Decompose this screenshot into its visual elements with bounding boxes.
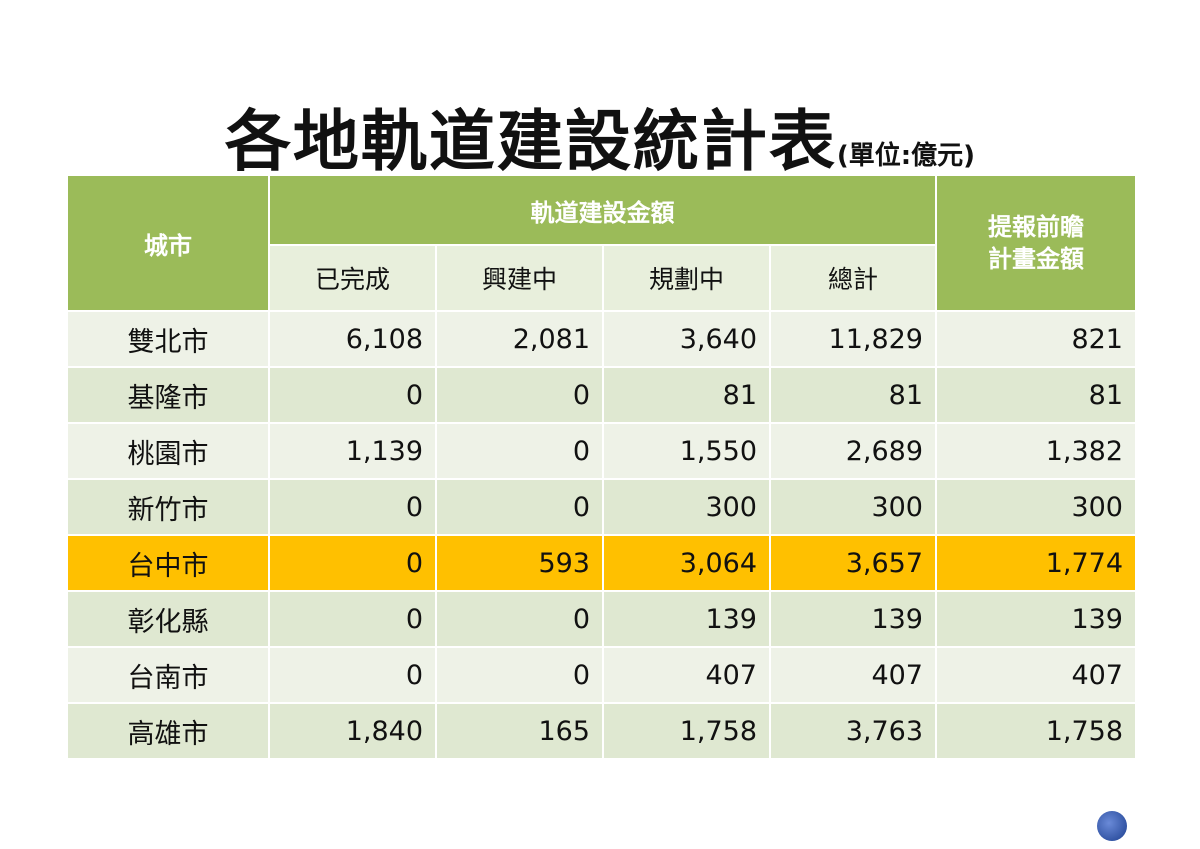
city-cell: 雙北市 [66,310,270,368]
value-cell: 1,382 [935,422,1137,480]
value-cell: 165 [435,702,604,760]
unit-label: (單位:億元) [836,141,976,171]
value-cell: 407 [602,646,771,704]
subheader-3: 總計 [769,244,937,312]
value-cell: 0 [268,646,437,704]
header-proposal-amount: 提報前瞻 計畫金額 [935,174,1137,312]
value-cell: 1,758 [935,702,1137,760]
table-row: 台中市 0 593 3,064 3,657 1,774 [66,534,1137,592]
value-cell: 81 [769,366,937,424]
logo-icon [1097,811,1127,841]
value-cell: 300 [769,478,937,536]
city-cell: 新竹市 [66,478,270,536]
city-cell: 基隆市 [66,366,270,424]
subheader-0: 已完成 [268,244,437,312]
value-cell: 3,657 [769,534,937,592]
value-cell: 593 [435,534,604,592]
value-cell: 3,763 [769,702,937,760]
value-cell: 0 [268,534,437,592]
value-cell: 1,139 [268,422,437,480]
header-city: 城市 [66,174,270,312]
subheader-1: 興建中 [435,244,604,312]
title-block: 各地軌道建設統計表(單位:億元) [0,88,1200,180]
table-row: 桃園市 1,139 0 1,550 2,689 1,382 [66,422,1137,480]
value-cell: 2,081 [435,310,604,368]
value-cell: 139 [602,590,771,648]
value-cell: 407 [935,646,1137,704]
value-cell: 300 [935,478,1137,536]
value-cell: 6,108 [268,310,437,368]
value-cell: 11,829 [769,310,937,368]
rail-statistics-table: 城市 軌道建設金額 提報前瞻 計畫金額 已完成 興建中 規劃中 總計 雙北市 6,108… [66,174,1137,760]
value-cell: 1,840 [268,702,437,760]
city-cell: 桃園市 [66,422,270,480]
value-cell: 3,064 [602,534,771,592]
table-row: 基隆市 0 0 81 81 81 [66,366,1137,424]
value-cell: 0 [435,422,604,480]
table-row: 雙北市 6,108 2,081 3,640 11,829 821 [66,310,1137,368]
value-cell: 1,550 [602,422,771,480]
value-cell: 0 [435,590,604,648]
city-cell: 高雄市 [66,702,270,760]
value-cell: 1,758 [602,702,771,760]
city-cell: 彰化縣 [66,590,270,648]
value-cell: 0 [435,366,604,424]
value-cell: 0 [435,478,604,536]
subheader-2: 規劃中 [602,244,771,312]
value-cell: 2,689 [769,422,937,480]
value-cell: 0 [268,590,437,648]
header-rail-amount: 軌道建設金額 [268,174,937,246]
value-cell: 81 [935,366,1137,424]
value-cell: 300 [602,478,771,536]
value-cell: 1,774 [935,534,1137,592]
value-cell: 81 [602,366,771,424]
table-row: 高雄市 1,840 165 1,758 3,763 1,758 [66,702,1137,760]
value-cell: 3,640 [602,310,771,368]
table-row: 台南市 0 0 407 407 407 [66,646,1137,704]
table-row: 彰化縣 0 0 139 139 139 [66,590,1137,648]
value-cell: 407 [769,646,937,704]
value-cell: 821 [935,310,1137,368]
city-cell: 台南市 [66,646,270,704]
city-cell: 台中市 [66,534,270,592]
value-cell: 0 [435,646,604,704]
page-title: 各地軌道建設統計表 [224,103,837,180]
value-cell: 0 [268,478,437,536]
value-cell: 139 [935,590,1137,648]
value-cell: 0 [268,366,437,424]
value-cell: 139 [769,590,937,648]
table-row: 新竹市 0 0 300 300 300 [66,478,1137,536]
